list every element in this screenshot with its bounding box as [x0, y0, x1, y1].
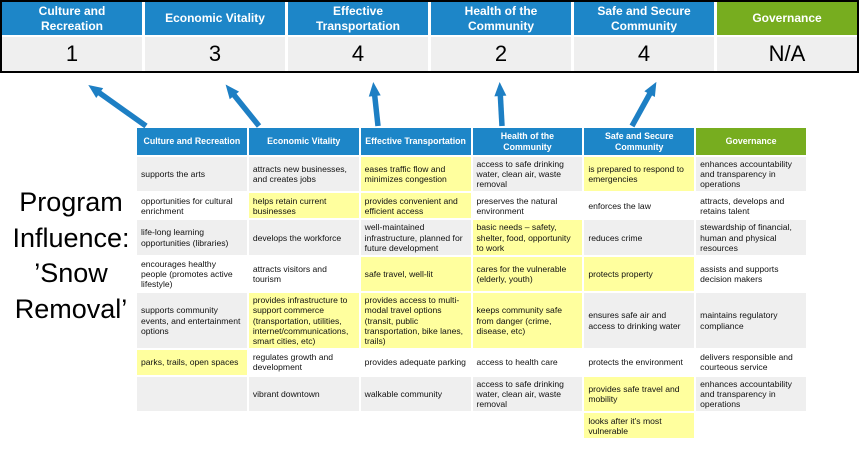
matrix-cell: basic needs – safety, shelter, food, opp…: [472, 220, 583, 255]
matrix-cell: provides adequate parking: [360, 349, 471, 375]
scoreboard-header-health-community: Health of the Community: [431, 2, 571, 35]
matrix-header-safe-secure-community: Safe and Secure Community: [584, 128, 695, 155]
matrix-cell: provides convenient and efficient access: [360, 193, 471, 219]
scoreboard-header-effective-transportation: Effective Transportation: [288, 2, 428, 35]
scoreboard-header-economic-vitality: Economic Vitality: [145, 2, 285, 35]
matrix-cell: life-long learning opportunities (librar…: [137, 220, 247, 255]
matrix-cell: [472, 413, 583, 439]
matrix-cell: keeps community safe from danger (crime,…: [472, 293, 583, 348]
score-economic-vitality: 3: [145, 37, 285, 71]
matrix-cell: regulates growth and development: [248, 349, 359, 375]
matrix-cell: delivers responsible and courteous servi…: [696, 349, 806, 375]
matrix-cell: attracts new businesses, and creates job…: [248, 157, 359, 192]
matrix-cell: parks, trails, open spaces: [137, 349, 247, 375]
matrix-cell: attracts, develops and retains talent: [696, 193, 806, 219]
matrix-cell: vibrant downtown: [248, 376, 359, 412]
score-safe-secure-community: 4: [574, 37, 714, 71]
score-governance: N/A: [717, 37, 857, 71]
matrix-header-health-community: Health of the Community: [472, 128, 583, 155]
matrix-cell: protects the environment: [584, 349, 695, 375]
matrix-header-culture-recreation: Culture and Recreation: [137, 128, 247, 155]
matrix-cell: ensures safe air and access to drinking …: [584, 293, 695, 348]
matrix-header-governance: Governance: [696, 128, 806, 155]
matrix-cell: well-maintained infrastructure, planned …: [360, 220, 471, 255]
influence-arrow-transportation: [368, 82, 381, 127]
matrix-cell: enforces the law: [584, 193, 695, 219]
scoreboard-header-safe-secure-community: Safe and Secure Community: [574, 2, 714, 35]
matrix-cell: preserves the natural environment: [472, 193, 583, 219]
matrix-cell: attracts visitors and tourism: [248, 256, 359, 292]
matrix-cell: cares for the vulnerable (elderly, youth…: [472, 256, 583, 292]
matrix-cell: [248, 413, 359, 439]
scoreboard: Culture and Recreation Economic Vitality…: [0, 0, 859, 73]
influence-arrow-safe: [629, 81, 657, 128]
influence-arrow-culture: [88, 84, 148, 129]
matrix-cell: access to safe drinking water, clean air…: [472, 157, 583, 192]
matrix-cell: stewardship of financial, human and phys…: [696, 220, 806, 255]
matrix-cell: provides safe travel and mobility: [584, 376, 695, 412]
scoreboard-header-governance: Governance: [717, 2, 857, 35]
matrix-cell: protects property: [584, 256, 695, 292]
influence-arrows: [88, 81, 657, 129]
influence-arrow-economic: [225, 84, 262, 128]
matrix-cell: [137, 376, 247, 412]
influence-matrix: Culture and Recreation Economic Vitality…: [137, 128, 806, 439]
matrix-cell: access to safe drinking water, clean air…: [472, 376, 583, 412]
matrix-header-effective-transportation: Effective Transportation: [360, 128, 471, 155]
matrix-cell: maintains regulatory compliance: [696, 293, 806, 348]
matrix-cell: is prepared to respond to emergencies: [584, 157, 695, 192]
matrix-cell: provides access to multi-modal travel op…: [360, 293, 471, 348]
matrix-cell: opportunities for cultural enrichment: [137, 193, 247, 219]
matrix-cell: enhances accountability and transparency…: [696, 157, 806, 192]
program-title: Program Influence: ’Snow Removal’: [12, 187, 130, 324]
matrix-cell: reduces crime: [584, 220, 695, 255]
matrix-cell: walkable community: [360, 376, 471, 412]
matrix-cell: enhances accountability and transparency…: [696, 376, 806, 412]
scoreboard-header-culture-recreation: Culture and Recreation: [2, 2, 142, 35]
matrix-cell: provides infrastructure to support comme…: [248, 293, 359, 348]
score-health-community: 2: [431, 37, 571, 71]
influence-arrow-health: [494, 82, 507, 127]
matrix-cell: eases traffic flow and minimizes congest…: [360, 157, 471, 192]
matrix-cell: [360, 413, 471, 439]
matrix-cell: supports the arts: [137, 157, 247, 192]
matrix-cell: helps retain current businesses: [248, 193, 359, 219]
score-effective-transportation: 4: [288, 37, 428, 71]
matrix-cell: develops the workforce: [248, 220, 359, 255]
score-culture-recreation: 1: [2, 37, 142, 71]
matrix-header-economic-vitality: Economic Vitality: [248, 128, 359, 155]
matrix-cell: [696, 413, 806, 439]
matrix-cell: supports community events, and entertain…: [137, 293, 247, 348]
matrix-cell: assists and supports decision makers: [696, 256, 806, 292]
matrix-cell: safe travel, well-lit: [360, 256, 471, 292]
matrix-cell: looks after it's most vulnerable: [584, 413, 695, 439]
matrix-cell: [137, 413, 247, 439]
matrix-cell: encourages healthy people (promotes acti…: [137, 256, 247, 292]
matrix-cell: access to health care: [472, 349, 583, 375]
